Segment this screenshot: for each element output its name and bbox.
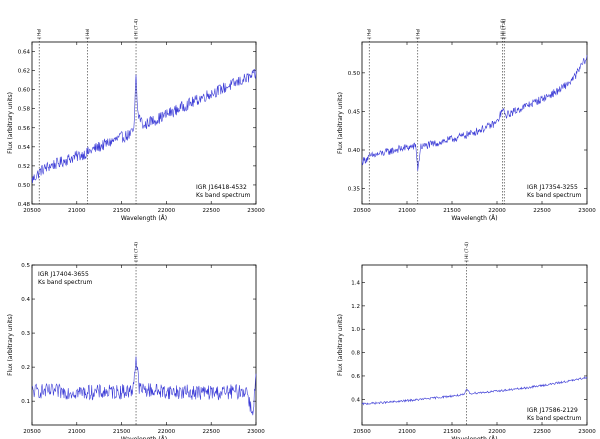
y-tick-label: 0.60 <box>18 88 31 94</box>
y-tick-label: 0.56 <box>18 126 31 132</box>
x-tick-label: 20500 <box>353 429 371 435</box>
x-tick-label: 21500 <box>113 429 131 435</box>
spectrum-panel-4: 20500 21000 21500 22000 22500 23000 0.4 0.6 0.8 1… <box>337 242 596 439</box>
y-tick-label: 0.1 <box>21 399 30 405</box>
y-tick-label: 0.35 <box>348 187 361 193</box>
line-marker-label: HI (7-4) <box>500 19 506 36</box>
spectrum-panel-1: 20500 21000 21500 22000 22500 23000 0.48 0.50 0.… <box>7 19 265 222</box>
line-marker-label: HI (7-4) <box>134 242 140 259</box>
y-tick-label: 0.64 <box>18 50 31 56</box>
y-tick-label: 0.8 <box>351 351 360 357</box>
y-tick-label: 0.54 <box>18 145 31 151</box>
x-tick-label: 21000 <box>398 208 416 214</box>
x-tick-label: 23000 <box>247 208 265 214</box>
x-tick-label: 23000 <box>247 429 265 435</box>
spectrum-panel-2: 20500 21000 21500 22000 22500 23000 0.35 0.40 0.… <box>337 19 596 222</box>
x-tick-label: 23000 <box>578 429 596 435</box>
y-tick-label: 0.2 <box>21 365 30 371</box>
spectrum-annotation: IGR J17354-3255 <box>527 184 578 191</box>
x-axis-label: Wavelength (Å) <box>451 436 497 439</box>
x-tick-label: 21000 <box>68 429 86 435</box>
spectrum-panel-3: 20500 21000 21500 22000 22500 23000 0.1 0.2 0.3 0… <box>7 242 265 439</box>
y-tick-label: 0.62 <box>18 69 30 75</box>
y-tick-label: 0.4 <box>351 397 360 403</box>
x-tick-label: 23000 <box>578 208 596 214</box>
y-tick-label: 0.50 <box>348 71 361 77</box>
plot-frame <box>31 41 257 205</box>
y-tick-label: 0.40 <box>348 148 361 154</box>
x-tick-label: 21000 <box>398 429 416 435</box>
x-tick-label: 21500 <box>443 208 461 214</box>
y-tick-label: 0.52 <box>18 164 30 170</box>
plot-frame <box>361 41 588 205</box>
y-tick-label: 0.4 <box>21 297 30 303</box>
y-tick-label: 0.3 <box>21 331 30 337</box>
y-tick-label: 1.4 <box>351 281 360 287</box>
x-tick-label: 22000 <box>488 429 506 435</box>
y-tick-label: 0.58 <box>18 107 31 113</box>
x-tick-label: 22500 <box>202 429 220 435</box>
x-tick-label: 22000 <box>158 429 176 435</box>
spectrum-annotation: Ks band spectrum <box>527 415 582 422</box>
plot-frame <box>31 264 257 426</box>
x-axis-label: Wavelength (Å) <box>121 436 167 439</box>
y-tick-label: 0.6 <box>351 374 360 380</box>
x-axis-label: Wavelength (Å) <box>451 215 497 222</box>
x-tick-label: 22500 <box>202 208 220 214</box>
spectrum-line <box>31 68 257 183</box>
spectrum-annotation: IGR J17404-3655 <box>38 271 89 278</box>
y-axis-label: Flux (arbitrary units) <box>337 314 344 376</box>
x-tick-label: 20500 <box>353 208 371 214</box>
spectrum-annotation: IGR J16418-4532 <box>196 184 247 191</box>
y-tick-label: 1.2 <box>351 304 360 310</box>
x-tick-label: 21500 <box>443 429 461 435</box>
y-axis-label: Flux (arbitrary units) <box>7 314 14 376</box>
line-marker-label: HeI <box>367 29 373 36</box>
line-marker-label: HI (7-4) <box>502 19 508 36</box>
y-tick-label: 1.0 <box>351 327 360 333</box>
line-marker-label: HI (7-4) <box>464 242 470 259</box>
y-tick-label: 0.48 <box>18 202 31 208</box>
x-tick-label: 22000 <box>488 208 506 214</box>
x-tick-label: 22000 <box>158 208 176 214</box>
plot-frame <box>361 264 588 426</box>
x-axis-label: Wavelength (Å) <box>121 215 167 222</box>
spectrum-annotation: Ks band spectrum <box>527 192 582 199</box>
spectrum-line <box>31 356 257 416</box>
y-tick-label: 0.5 <box>21 263 30 269</box>
x-tick-label: 20500 <box>23 208 41 214</box>
spectrum-annotation: Ks band spectrum <box>196 192 251 199</box>
line-marker-label: HI (7-4) <box>134 19 140 36</box>
spectrum-annotation: IGR J17586-2129 <box>527 407 578 414</box>
x-tick-label: 21000 <box>68 208 86 214</box>
x-tick-label: 22500 <box>533 429 551 435</box>
y-tick-label: 0.45 <box>348 109 361 115</box>
y-axis-label: Flux (arbitrary units) <box>337 92 344 154</box>
x-tick-label: 22500 <box>533 208 551 214</box>
x-tick-label: 20500 <box>23 429 41 435</box>
spectrum-line <box>361 376 588 406</box>
x-tick-label: 21500 <box>113 208 131 214</box>
y-axis-label: Flux (arbitrary units) <box>7 92 14 154</box>
line-marker-label: HeI <box>37 29 43 36</box>
line-marker-label: HeI <box>85 29 91 36</box>
line-marker-label: HeI <box>415 29 421 36</box>
y-tick-label: 0.50 <box>18 183 31 189</box>
spectrum-line <box>361 54 588 171</box>
spectrum-annotation: Ks band spectrum <box>38 279 93 286</box>
